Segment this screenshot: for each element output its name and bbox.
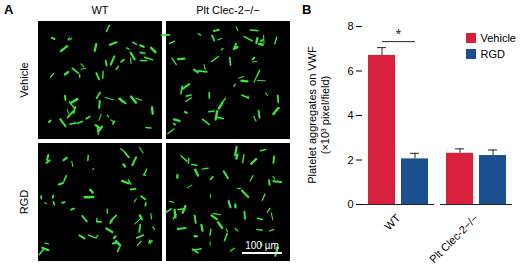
svg-text:Plt Clec-2−/−: Plt Clec-2−/−	[427, 212, 480, 265]
svg-text:WT: WT	[382, 212, 403, 233]
svg-text:Platelet aggregates on VWF: Platelet aggregates on VWF	[306, 46, 318, 184]
svg-text:*: *	[396, 25, 402, 42]
html-text:Vehicle: Vehicle	[480, 32, 516, 44]
svg-text:8: 8	[347, 20, 353, 32]
svg-text:Plt Clec-2−/−: Plt Clec-2−/−	[196, 4, 260, 16]
svg-text:100 µm: 100 µm	[245, 240, 279, 251]
svg-text:2: 2	[347, 154, 353, 166]
html-text:RGD: RGD	[480, 48, 505, 60]
svg-text:(×10³ pixel/field): (×10³ pixel/field)	[319, 76, 331, 155]
svg-text:Vehicle: Vehicle	[18, 62, 30, 97]
svg-text:6: 6	[347, 65, 353, 77]
svg-text:RGD: RGD	[18, 190, 30, 215]
svg-text:4: 4	[347, 109, 353, 121]
svg-text:B: B	[302, 2, 311, 17]
svg-text:WT: WT	[91, 4, 108, 16]
svg-text:A: A	[4, 2, 14, 17]
svg-text:0: 0	[347, 198, 353, 210]
